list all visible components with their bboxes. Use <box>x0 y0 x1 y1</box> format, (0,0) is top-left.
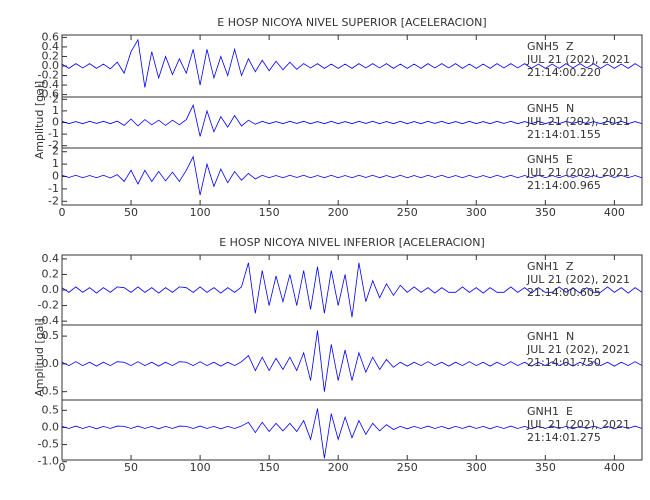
x-tick-label: 0 <box>59 206 66 219</box>
y-tick-label: -2 <box>48 194 59 207</box>
plot-frame <box>61 34 643 206</box>
trace-date: JUL 21 (202), 2021 <box>526 53 630 66</box>
y-tick-label: -2 <box>48 139 59 152</box>
y-tick-label: 0.4 <box>42 252 60 265</box>
y-tick-label: -0.6 <box>38 88 59 101</box>
x-tick-label: 300 <box>466 206 487 219</box>
y-axis-label: Amplitud [gal] <box>33 318 46 396</box>
x-tick-label: 400 <box>604 206 625 219</box>
x-tick-label: 200 <box>328 461 349 474</box>
x-tick-label: 250 <box>397 206 418 219</box>
trace-name: GNH1 E <box>527 405 573 418</box>
y-tick-label: 0.0 <box>42 420 60 433</box>
trace <box>61 330 643 392</box>
y-tick-label: -1.0 <box>38 455 59 468</box>
y-tick-label: 2 <box>52 92 59 105</box>
x-tick-label: 200 <box>328 206 349 219</box>
trace <box>61 155 643 196</box>
x-tick-label: 100 <box>190 461 211 474</box>
y-tick-label: 0.0 <box>42 283 60 296</box>
x-tick-label: 250 <box>397 461 418 474</box>
x-tick-label: 0 <box>59 461 66 474</box>
y-tick-label: -0.2 <box>38 69 59 82</box>
y-tick-label: 0.2 <box>42 49 60 62</box>
trace <box>61 408 643 459</box>
trace-date: JUL 21 (202), 2021 <box>526 343 630 356</box>
panel-title: E HOSP NICOYA NIVEL INFERIOR [ACELERACIO… <box>219 236 485 249</box>
plot-frame <box>61 254 643 461</box>
trace-time: 21:14:01.275 <box>527 431 601 444</box>
y-tick-label: 0 <box>52 116 59 129</box>
y-tick-label: -0.4 <box>38 314 59 327</box>
y-tick-label: -1 <box>48 127 59 140</box>
trace-name: GNH1 Z <box>527 260 574 273</box>
y-tick-label: 0.0 <box>42 59 60 72</box>
y-tick-label: 0.2 <box>42 267 60 280</box>
y-tick-label: 0.6 <box>42 30 60 43</box>
y-tick-label: -0.4 <box>38 78 59 91</box>
trace-date: JUL 21 (202), 2021 <box>526 115 630 128</box>
x-tick-label: 350 <box>535 461 556 474</box>
y-tick-label: 0.5 <box>42 403 60 416</box>
trace-name: GNH1 N <box>527 330 574 343</box>
trace-time: 21:14:01.155 <box>527 128 601 141</box>
y-tick-label: 0.5 <box>42 329 60 342</box>
x-tick-label: 50 <box>124 206 138 219</box>
y-tick-label: -0.5 <box>38 385 59 398</box>
y-tick-label: 1 <box>52 104 59 117</box>
trace-name: GNH5 N <box>527 102 574 115</box>
y-axis-label: Amplitud [gal] <box>33 81 46 159</box>
trace-name: GNH5 Z <box>527 40 574 53</box>
x-tick-label: 400 <box>604 461 625 474</box>
x-tick-label: 150 <box>259 206 280 219</box>
trace <box>61 103 643 137</box>
y-tick-label: 1 <box>52 157 59 170</box>
y-tick-label: -0.5 <box>38 438 59 451</box>
y-tick-label: -0.2 <box>38 299 59 312</box>
y-tick-label: 2 <box>52 145 59 158</box>
y-tick-label: -1 <box>48 182 59 195</box>
y-tick-label: 0 <box>52 170 59 183</box>
y-tick-label: 0.4 <box>42 40 60 53</box>
trace-time: 21:14:00.605 <box>527 286 601 299</box>
trace-time: 21:14:00.965 <box>527 179 601 192</box>
x-tick-label: 50 <box>124 461 138 474</box>
panel-title: E HOSP NICOYA NIVEL SUPERIOR [ACELERACIO… <box>217 16 486 29</box>
trace <box>61 262 643 318</box>
trace <box>61 38 643 88</box>
trace-time: 21:14:01.750 <box>527 356 601 369</box>
trace-date: JUL 21 (202), 2021 <box>526 418 630 431</box>
y-tick-label: 0.0 <box>42 357 60 370</box>
trace-date: JUL 21 (202), 2021 <box>526 166 630 179</box>
x-tick-label: 100 <box>190 206 211 219</box>
x-tick-label: 150 <box>259 461 280 474</box>
x-tick-label: 350 <box>535 206 556 219</box>
trace-time: 21:14:00.220 <box>527 66 601 79</box>
x-tick-label: 300 <box>466 461 487 474</box>
trace-date: JUL 21 (202), 2021 <box>526 273 630 286</box>
trace-name: GNH5 E <box>527 153 573 166</box>
